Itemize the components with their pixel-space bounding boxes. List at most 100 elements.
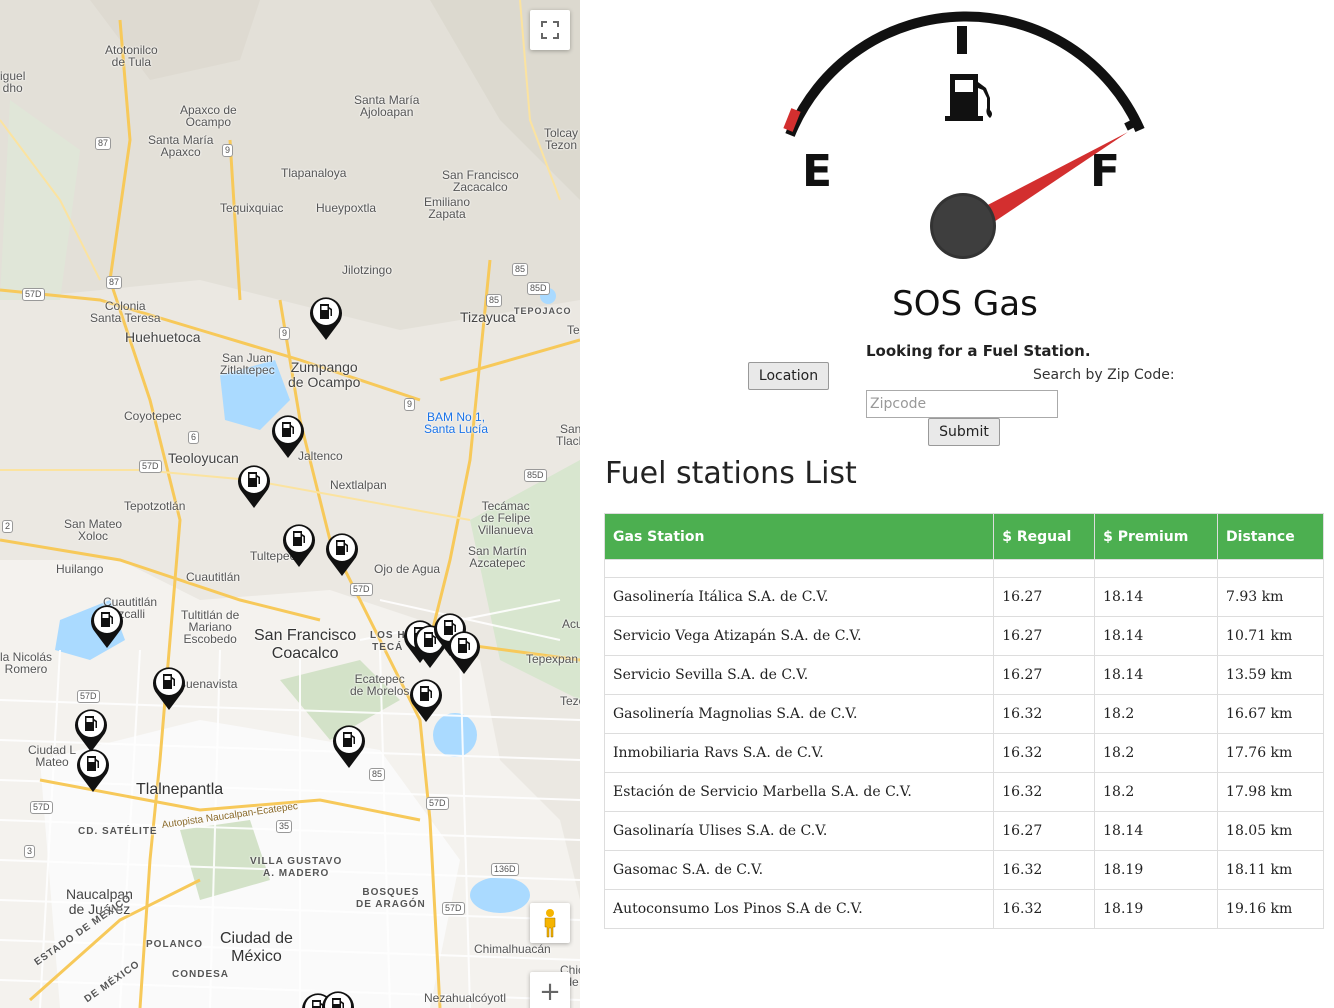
gas-station-pin[interactable] <box>324 528 360 578</box>
route-shield: 9 <box>404 398 416 411</box>
gas-station-pin[interactable] <box>151 662 187 712</box>
map-place-label: Acu <box>562 617 580 631</box>
table-row[interactable]: Gasolinería Magnolias S.A. de C.V. 16.32 1… <box>603 694 1324 734</box>
fuel-pump-icon <box>322 991 354 1008</box>
map-place-label: Te <box>567 323 580 337</box>
map-place-label: TEPOJACO <box>514 306 572 316</box>
map-place-label: Tultepec <box>250 549 296 563</box>
map-poi-label: BAM No 1, Santa Lucía <box>424 410 489 436</box>
map-place-label: Hueypoxtla <box>316 201 377 215</box>
map-place-label: Santa María Ajoloapan <box>354 93 420 119</box>
fullscreen-icon <box>541 21 559 39</box>
gas-station-pin[interactable] <box>320 986 356 1008</box>
fuel-pump-icon <box>75 709 107 752</box>
table-row[interactable]: Gasomac S.A. de C.V. 16.32 18.19 18.11 km <box>603 850 1324 890</box>
map-place-label: Atotonilco de Tula <box>105 43 158 69</box>
map-place-label: Cuautitlán <box>186 570 241 584</box>
gas-station-pin[interactable] <box>73 704 109 754</box>
zoom-in-button[interactable]: + <box>530 972 570 1008</box>
submit-button[interactable]: Submit <box>928 418 1000 446</box>
distance-cell: 17.76 km <box>1217 733 1324 773</box>
gas-station-pin[interactable] <box>281 519 317 569</box>
fullscreen-button[interactable] <box>530 10 570 50</box>
distance-cell: 7.93 km <box>1217 577 1324 617</box>
map-place-label: Tezo <box>560 694 580 708</box>
gas-station-pin[interactable] <box>75 744 111 794</box>
map-place-label: la Nicolás Romero <box>0 650 53 676</box>
route-shield: 3 <box>24 845 36 858</box>
gas-station-pin[interactable] <box>308 292 344 342</box>
map-place-label: Ojo de Agua <box>374 562 441 576</box>
street-view-button[interactable] <box>530 903 570 943</box>
map-place-label: VILLA GUSTAVO A. MADERO <box>250 856 343 879</box>
regular-price-cell: 16.27 <box>993 616 1096 656</box>
premium-price-cell: 18.19 <box>1094 889 1219 929</box>
map-place-label: Coyotepec <box>124 409 182 423</box>
map-place-label: Santa María Apaxco <box>148 133 214 159</box>
pegman-icon <box>544 909 556 938</box>
map-place-label: Tultitlán de Mariano Escobedo <box>181 608 240 646</box>
map-place-label: Tecámac de Felipe Villanueva <box>478 499 534 537</box>
premium-price-cell: 18.2 <box>1094 733 1219 773</box>
map-place-label: Tepotzotlán <box>124 499 186 513</box>
location-button[interactable]: Location <box>748 362 829 390</box>
side-panel: E F SOS Gas Looking for a Fuel Station. … <box>580 0 1334 1008</box>
route-shield: 9 <box>279 327 291 340</box>
table-row[interactable]: Inmobiliaria Ravs S.A. de C.V. 16.32 18.2 1… <box>603 733 1324 773</box>
column-header-regular[interactable]: $ Regual <box>993 513 1096 560</box>
map-place-label: Nextlalpan <box>330 478 387 492</box>
fuel-pump-icon <box>310 297 342 340</box>
table-row[interactable]: Servicio Vega Atizapán S.A. de C.V. 16.27… <box>603 616 1324 656</box>
gauge-hub-inner <box>933 196 993 256</box>
zipcode-input[interactable] <box>866 390 1058 418</box>
map-place-label: Tolcay Tezon <box>544 126 579 152</box>
map-place-label: Huilango <box>56 562 104 576</box>
gas-station-pin[interactable] <box>236 460 272 510</box>
regular-price-cell: 16.32 <box>993 850 1096 890</box>
fuel-pump-icon <box>283 524 315 567</box>
route-shield: 2 <box>2 520 14 533</box>
table-row[interactable]: Gasolinaría Ulises S.A. de C.V. 16.27 18.1… <box>603 811 1324 851</box>
table-spacer-row <box>603 559 1324 578</box>
gas-station-pin[interactable] <box>89 600 125 650</box>
station-name-cell: Gasolinaría Ulises S.A. de C.V. <box>603 811 995 851</box>
map-place-label: Teoloyucan <box>168 450 239 466</box>
gas-station-pin[interactable] <box>270 410 306 460</box>
map-place-label: San Francisco Coacalco <box>254 627 357 662</box>
route-shield: 87 <box>106 276 123 289</box>
station-name-cell: Gasolinería Magnolias S.A. de C.V. <box>603 694 995 734</box>
gas-station-pin[interactable] <box>331 720 367 770</box>
gauge-needle <box>955 132 1128 238</box>
column-header-premium[interactable]: $ Premium <box>1094 513 1219 560</box>
map-view[interactable]: Atotonilco de Tula iguel dho Apaxco de O… <box>0 0 580 1008</box>
route-shield: 57D <box>426 797 449 810</box>
map-place-label: Buenavista <box>178 677 238 691</box>
route-shield: 57D <box>350 583 373 596</box>
route-shield: 85 <box>369 768 386 781</box>
table-row[interactable]: Autoconsumo Los Pinos S.A de C.V. 16.32 18… <box>603 889 1324 929</box>
map-base <box>0 0 580 1008</box>
map-place-label: Ciudad L Mateo <box>28 743 77 769</box>
gas-station-pin[interactable] <box>408 674 444 724</box>
route-shield: 57D <box>30 801 53 814</box>
station-name-cell: Gasolinería Itálica S.A. de C.V. <box>603 577 995 617</box>
fuel-pump-icon <box>77 749 109 792</box>
column-header-station[interactable]: Gas Station <box>603 513 995 560</box>
gauge-full-label: F <box>1090 146 1120 197</box>
table-row[interactable]: Servicio Sevilla S.A. de C.V. 16.27 18.14 1… <box>603 655 1324 695</box>
route-shield: 9 <box>222 144 234 157</box>
map-place-label: Emiliano Zapata <box>424 195 471 221</box>
gauge-mid-mark <box>957 26 967 54</box>
map-place-label: Tequixquiac <box>220 201 284 215</box>
gauge-empty-label: E <box>802 146 832 197</box>
map-place-label: San Mateo Xoloc <box>64 517 123 543</box>
table-row[interactable]: Gasolinería Itálica S.A. de C.V. 16.27 18.… <box>603 577 1324 617</box>
route-shield: 85D <box>527 282 550 295</box>
gas-station-pin[interactable] <box>446 626 482 676</box>
regular-price-cell: 16.27 <box>993 811 1096 851</box>
zoom-in-label: + <box>539 977 561 1007</box>
table-row[interactable]: Estación de Servicio Marbella S.A. de C.… <box>603 772 1324 812</box>
fuel-pump-icon <box>333 725 365 768</box>
distance-cell: 16.67 km <box>1217 694 1324 734</box>
column-header-distance[interactable]: Distance <box>1217 513 1324 560</box>
